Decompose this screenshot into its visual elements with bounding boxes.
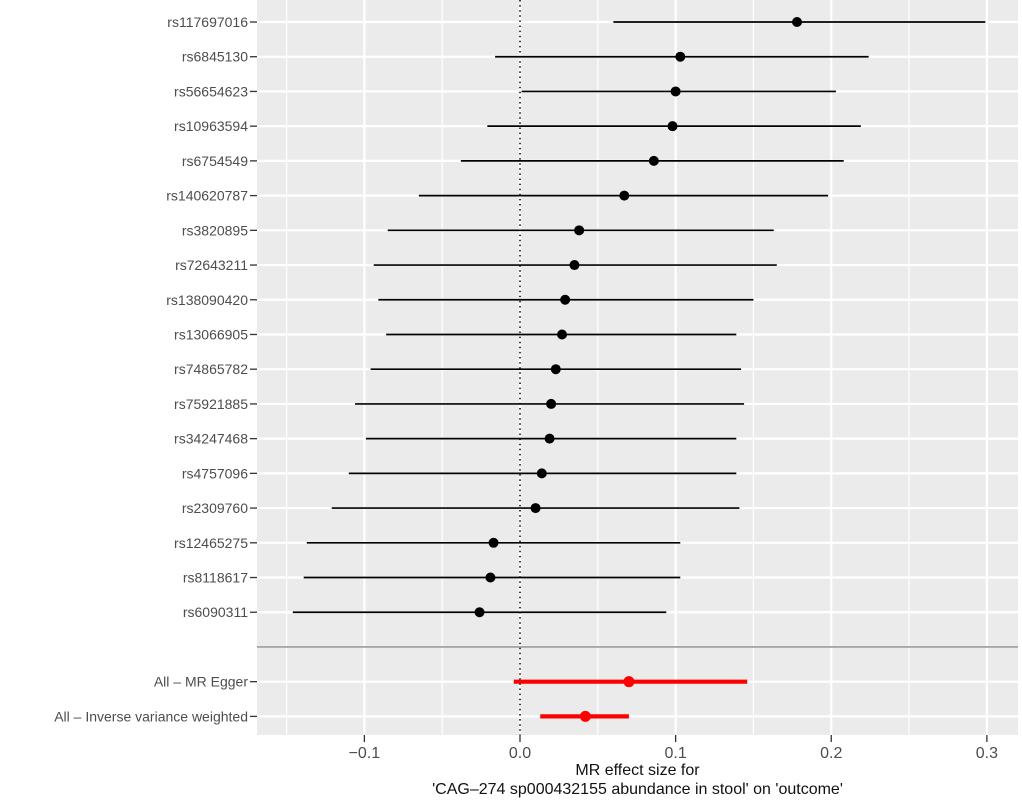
plot-panel [257,0,1018,735]
point-estimate [544,433,555,444]
point-estimate [550,364,561,375]
point-estimate [485,572,496,583]
forest-row [331,503,740,514]
x-tick-label: −0.1 [349,745,381,762]
point-estimate [536,468,547,479]
forest-row [292,607,667,618]
y-axis-label: rs75921885 [174,396,248,412]
point-estimate [667,121,678,132]
point-estimate [569,260,580,271]
y-axis-label: All – Inverse variance weighted [54,708,248,724]
forest-row [460,155,844,166]
point-estimate [619,190,630,201]
x-tick-label: 0.1 [665,745,687,762]
forest-row [613,17,986,27]
forest-row [306,537,681,548]
point-estimate [623,676,635,688]
forest-row [378,294,754,305]
forest-row [495,51,869,62]
y-axis-label: rs34247468 [174,431,248,447]
point-estimate [648,155,659,166]
forest-row [373,260,777,271]
y-axis-label: rs10963594 [174,118,248,134]
x-tick-label: 0.0 [509,745,531,762]
forest-row [355,398,745,409]
point-estimate [670,86,681,97]
y-axis-label: rs56654623 [174,83,248,99]
point-estimate [792,17,803,27]
forest-row [348,468,737,479]
y-axis-label: rs6845130 [182,49,248,65]
point-estimate [488,537,499,548]
y-axis-label: rs12465275 [174,535,248,551]
y-axis-label: rs117697016 [167,14,248,30]
forest-row [386,329,737,340]
point-estimate [546,398,557,409]
y-axis-label: rs8118617 [183,570,248,586]
x-axis-title: MR effect size for 'CAG–274 sp000432155 … [257,761,1018,799]
y-axis-label: rs6090311 [183,604,248,620]
point-estimate [560,294,571,305]
forest-row [540,710,629,722]
point-estimate [574,225,585,236]
forest-row [303,572,681,583]
x-axis-title-line1: MR effect size for [575,762,700,779]
y-axis-label: rs140620787 [166,188,248,204]
forest-row [513,676,748,688]
point-estimate [579,710,591,722]
y-axis-label: rs13066905 [174,326,248,342]
y-axis-label: All – MR Egger [154,674,248,690]
y-axis-label: rs2309760 [182,500,248,516]
point-estimate [557,329,568,340]
point-estimate [675,51,686,62]
forest-row [521,86,836,97]
point-estimate [474,607,485,618]
x-axis-title-line2: 'CAG–274 sp000432155 abundance in stool'… [432,781,843,798]
forest-row [370,364,741,375]
y-axis-label: rs72643211 [175,257,248,273]
y-axis-label: rs74865782 [174,361,248,377]
x-tick-label: 0.3 [976,745,998,762]
y-axis-label: rs6754549 [182,153,248,169]
forest-row [387,225,774,236]
forest-row [487,121,861,132]
y-axis-label: rs4757096 [182,465,248,481]
x-tick-label: 0.2 [820,745,842,762]
y-axis-label: rs138090420 [166,292,248,308]
point-estimate [530,503,541,514]
forest-row [365,433,737,444]
y-axis-label: rs3820895 [182,222,248,238]
forest-row [418,190,829,201]
